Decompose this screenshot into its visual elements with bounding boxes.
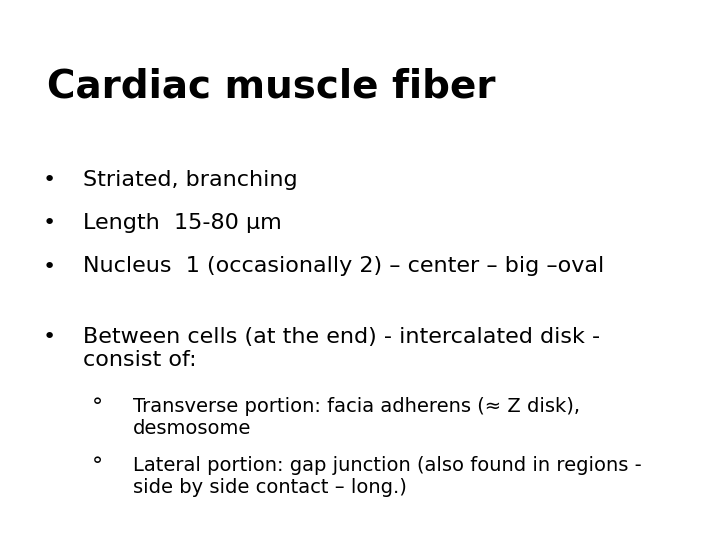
Text: °: °	[91, 456, 103, 476]
Text: Length  15-80 μm: Length 15-80 μm	[83, 213, 282, 233]
Text: °: °	[91, 397, 103, 417]
Text: •: •	[42, 170, 55, 190]
Text: •: •	[42, 213, 55, 233]
Text: Cardiac muscle fiber: Cardiac muscle fiber	[47, 68, 495, 105]
Text: Nucleus  1 (occasionally 2) – center – big –oval: Nucleus 1 (occasionally 2) – center – bi…	[83, 256, 604, 276]
Text: •: •	[42, 327, 55, 347]
Text: •: •	[42, 256, 55, 276]
Text: Between cells (at the end) - intercalated disk -
consist of:: Between cells (at the end) - intercalate…	[83, 327, 600, 370]
Text: Transverse portion: facia adherens (≈ Z disk),
desmosome: Transverse portion: facia adherens (≈ Z …	[133, 397, 580, 438]
Text: Lateral portion: gap junction (also found in regions -
side by side contact – lo: Lateral portion: gap junction (also foun…	[133, 456, 642, 497]
Text: Striated, branching: Striated, branching	[83, 170, 297, 190]
